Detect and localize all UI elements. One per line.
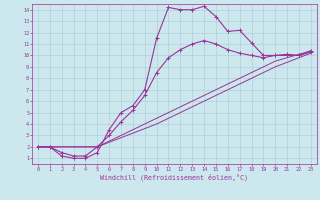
X-axis label: Windchill (Refroidissement éolien,°C): Windchill (Refroidissement éolien,°C)	[100, 173, 248, 181]
